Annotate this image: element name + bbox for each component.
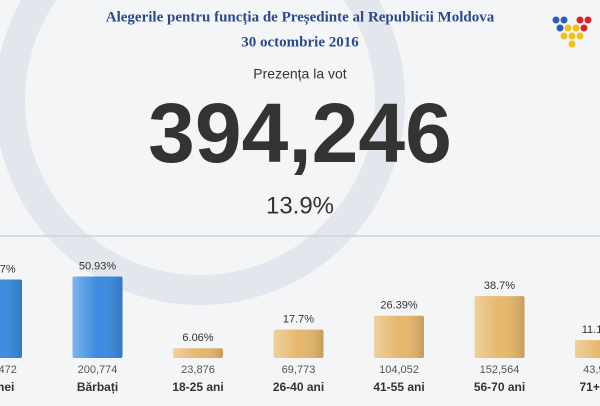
bar-shade [374,315,424,358]
bar-shade [474,296,525,358]
value-label: 11.15% [582,324,600,336]
category-label: 26-40 ani [273,380,324,394]
value-label: 26.39% [380,300,418,312]
bar-shade [273,329,324,358]
bar-shade [575,340,600,358]
count-label: 69,773 [282,364,316,376]
value-label: 50.93% [79,260,117,272]
bar-shade [173,348,223,358]
turnout-percent: 13.9% [266,192,334,219]
category-label: 41-55 ani [373,380,424,394]
bar-shade [72,276,123,358]
category-label: Femei [0,380,14,394]
category-label: 56-70 ani [474,380,525,394]
count-label: 43,981 [583,364,600,376]
bar-shade [0,279,22,358]
category-label: Bărbați [77,380,118,394]
count-label: 152,564 [480,364,520,376]
count-label: 104,052 [379,364,419,376]
count-label: 23,876 [181,364,215,376]
count-label: 193,472 [0,364,17,376]
date: 30 octombrie 2016 [241,34,359,50]
value-label: 49.07% [0,263,16,275]
turnout-count: 394,246 [148,86,452,180]
count-label: 200,774 [78,364,118,376]
title: Alegerile pentru funcția de Președinte a… [106,9,495,25]
value-label: 6.06% [182,332,213,344]
value-label: 17.7% [283,314,314,326]
logo [552,16,592,48]
turnout-label: Prezența la vot [253,66,346,82]
value-label: 38.7% [484,280,515,292]
watermark [0,0,405,305]
category-label: 71+ ani [579,380,600,394]
category-label: 18-25 ani [172,380,223,394]
